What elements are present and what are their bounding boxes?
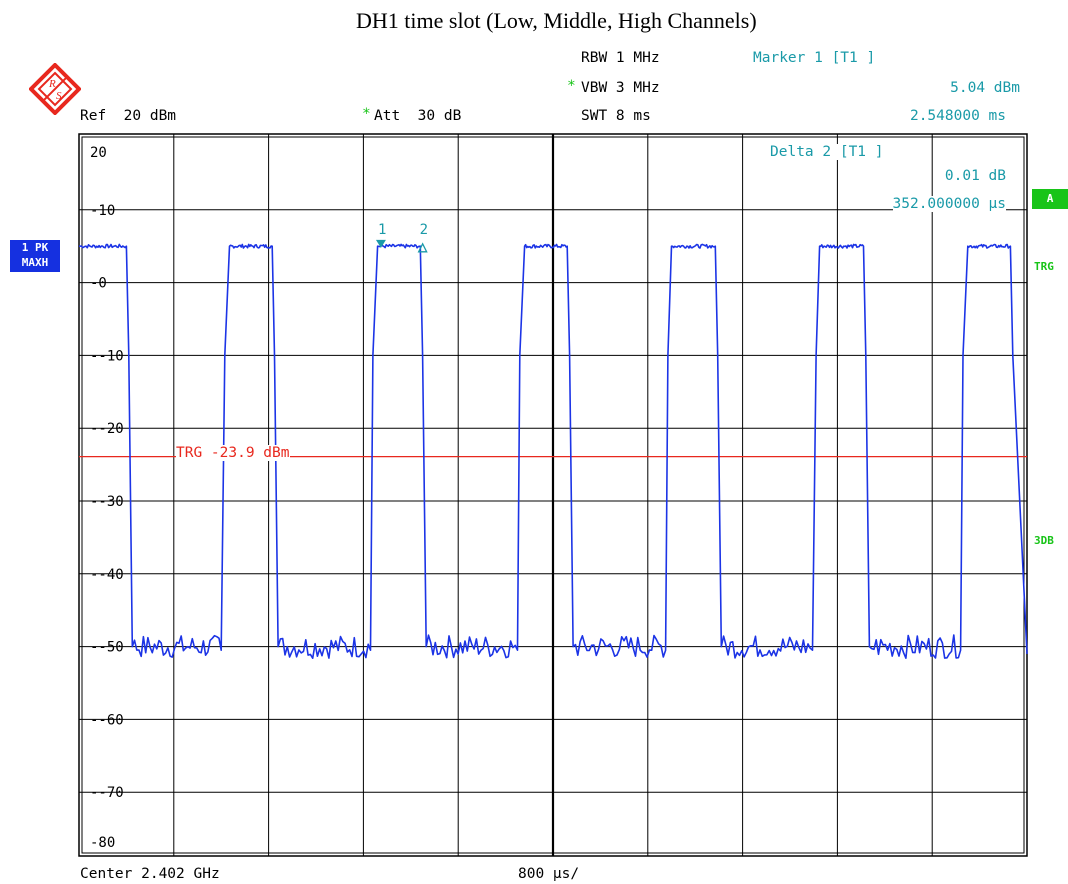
trace-detector: 1 PK	[21, 241, 49, 254]
marker1-time: 2.548000 ms	[909, 108, 1006, 124]
delta2-title: Delta 2 [T1 ]	[770, 144, 884, 160]
trace-mode-badge: 1 PK MAXH	[10, 240, 60, 272]
marker-2-symbol	[417, 242, 428, 253]
center-frequency: Center 2.402 GHz	[80, 866, 220, 882]
y-tick-label: --70	[90, 785, 124, 801]
reference-level: Ref 20 dBm	[80, 108, 177, 124]
y-tick-label: --60	[90, 712, 124, 728]
svg-text:R: R	[48, 78, 56, 90]
sweep-time-setting: SWT 8 ms	[581, 108, 651, 124]
y-tick-label: --20	[90, 421, 124, 437]
y-tick-label: -10	[90, 203, 115, 219]
y-tick-label: --30	[90, 494, 124, 510]
marker-label: 1	[378, 222, 386, 238]
y-tick-label: -0	[90, 276, 107, 292]
trace-1-maxhold	[79, 243, 1028, 660]
y-tick-label: --10	[90, 348, 124, 364]
trace-layer	[79, 243, 1028, 660]
marker1-title: Marker 1 [T1 ]	[753, 50, 876, 66]
att-star: *	[362, 106, 371, 122]
delta2-level: 0.01 dB	[944, 168, 1006, 184]
vbw-star: *	[567, 78, 576, 94]
y-tick-label: -80	[90, 835, 115, 851]
trace-mode: MAXH	[21, 256, 49, 269]
chart-title: DH1 time slot (Low, Middle, High Channel…	[356, 8, 757, 33]
y-tick-labels: 20 -10 -0 --10 --20 --30 --40 --50 --60 --70 -80	[90, 145, 124, 851]
rbw-setting: RBW 1 MHz	[581, 50, 660, 66]
rohde-schwarz-logo: R S	[10, 44, 83, 119]
delta2-time: 352.000000 µs	[892, 196, 1006, 212]
trigger-label: TRG -23.9 dBm	[176, 445, 290, 461]
marker1-level: 5.04 dBm	[950, 80, 1020, 96]
grid	[78, 133, 1028, 857]
svg-text:S: S	[56, 90, 62, 102]
marker-1-symbol	[375, 239, 386, 248]
marker-label: 2	[420, 222, 428, 238]
trace-a-badge: A	[1032, 189, 1068, 209]
3db-indicator: 3DB	[1034, 534, 1054, 547]
y-tick-label: --50	[90, 640, 124, 656]
y-tick-label: --40	[90, 567, 124, 583]
y-tick-label: 20	[90, 145, 107, 161]
vbw-setting: VBW 3 MHz	[581, 80, 660, 96]
attenuation-setting: Att 30 dB	[374, 108, 462, 124]
time-per-division: 800 µs/	[518, 866, 580, 882]
trg-indicator: TRG	[1034, 260, 1054, 273]
